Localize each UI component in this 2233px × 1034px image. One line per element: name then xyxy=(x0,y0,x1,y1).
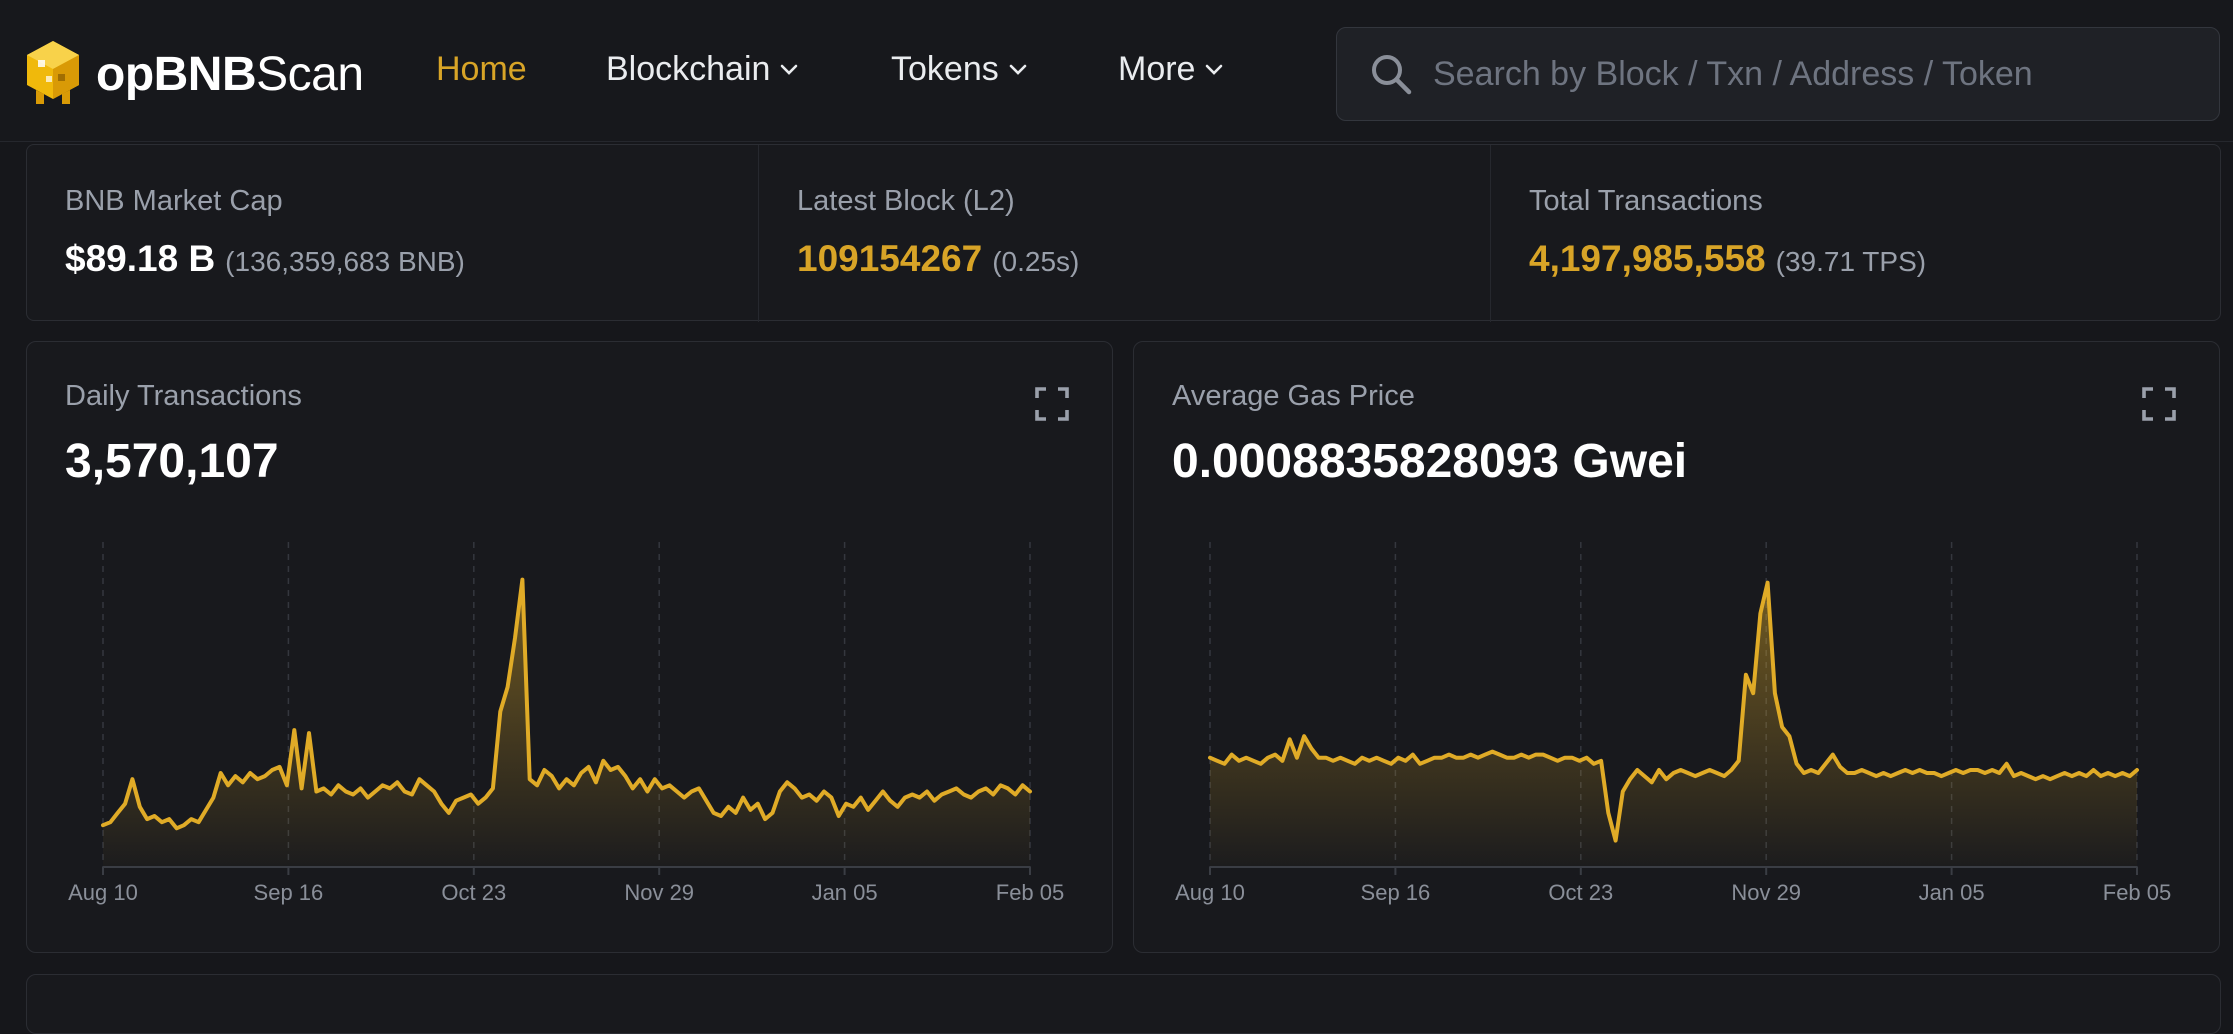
average-gas-price-card: Average Gas Price 0.0008835828093 Gwei A… xyxy=(1133,341,2220,953)
daily-transactions-card: Daily Transactions 3,570,107 Aug 10 Sep 1… xyxy=(26,341,1113,953)
card-title: Average Gas Price xyxy=(1172,380,1415,412)
series-line[interactable] xyxy=(1208,580,2139,843)
stat-label: Total Transactions xyxy=(1529,185,1763,217)
nav-more[interactable]: More xyxy=(1118,50,1223,89)
x-tick-label: Nov 29 xyxy=(624,880,694,905)
nav-blockchain-label: Blockchain xyxy=(606,50,771,88)
stat-value: $89.18 B xyxy=(65,238,216,279)
stat-sub: (39.71 TPS) xyxy=(1775,246,1927,277)
next-section-card xyxy=(26,974,2221,1034)
nav-tokens-label: Tokens xyxy=(891,50,999,88)
nav-home-label: Home xyxy=(436,50,527,88)
daily-transactions-chart[interactable]: Aug 10 Sep 16 Oct 23 Nov 29 Jan 05 Feb 05 xyxy=(27,342,1114,954)
card-value: 0.0008835828093 Gwei xyxy=(1172,435,1688,488)
stat-latest-block[interactable]: Latest Block (L2) 109154267 (0.25s) xyxy=(759,145,1490,322)
stat-value[interactable]: 109154267 xyxy=(797,238,983,279)
chevron-down-icon xyxy=(1206,64,1223,75)
top-navbar: opBNBScan Home Blockchain Tokens More xyxy=(0,0,2233,142)
x-tick-label: Feb 05 xyxy=(996,880,1065,905)
expand-icon[interactable] xyxy=(2141,386,2177,422)
nav-tokens[interactable]: Tokens xyxy=(891,50,1027,89)
average-gas-price-chart[interactable]: Aug 10 Sep 16 Oct 23 Nov 29 Jan 05 Feb 05 xyxy=(1134,342,2221,954)
chevron-down-icon xyxy=(1009,64,1027,75)
search-input[interactable] xyxy=(1433,44,2219,104)
stat-value[interactable]: 4,197,985,558 xyxy=(1529,238,1766,279)
stat-sub: (136,359,683 BNB) xyxy=(225,246,465,277)
nav-more-label: More xyxy=(1118,50,1196,88)
card-title: Daily Transactions xyxy=(65,380,302,412)
stat-total-transactions[interactable]: Total Transactions 4,197,985,558 (39.71 … xyxy=(1491,145,2222,322)
x-tick-label: Feb 05 xyxy=(2103,880,2172,905)
x-tick-label: Sep 16 xyxy=(1361,880,1431,905)
x-tick-label: Oct 23 xyxy=(1548,880,1613,905)
stat-value-row: 109154267 (0.25s) xyxy=(797,238,1079,280)
series-line[interactable] xyxy=(101,577,1032,831)
x-tick-label: Jan 05 xyxy=(812,880,878,905)
stat-divider xyxy=(1490,145,1491,322)
nav-blockchain[interactable]: Blockchain xyxy=(606,50,798,89)
series-area xyxy=(103,579,1030,867)
logo-wordmark: opBNBScan xyxy=(96,47,364,102)
stat-label: BNB Market Cap xyxy=(65,185,283,217)
expand-icon[interactable] xyxy=(1034,386,1070,422)
logo-wordmark-bold: opBNB xyxy=(96,47,257,101)
stat-market-cap: BNB Market Cap $89.18 B (136,359,683 BNB… xyxy=(27,145,758,322)
search-icon xyxy=(1372,55,1412,95)
card-value: 3,570,107 xyxy=(65,435,279,488)
series-area xyxy=(1210,582,2137,867)
search-bar[interactable] xyxy=(1336,27,2220,121)
x-tick-label: Sep 16 xyxy=(254,880,324,905)
stat-divider xyxy=(758,145,759,322)
x-tick-label: Nov 29 xyxy=(1731,880,1801,905)
x-tick-label: Oct 23 xyxy=(441,880,506,905)
stats-panel: BNB Market Cap $89.18 B (136,359,683 BNB… xyxy=(26,144,2222,322)
opbnb-logo-icon xyxy=(27,41,79,104)
logo-wordmark-light: Scan xyxy=(256,47,364,101)
site-logo[interactable]: opBNBScan xyxy=(22,36,364,112)
x-tick-label: Aug 10 xyxy=(68,880,138,905)
stat-label: Latest Block (L2) xyxy=(797,185,1015,217)
chevron-down-icon xyxy=(781,64,798,75)
x-tick-label: Jan 05 xyxy=(1919,880,1985,905)
stat-value-row: 4,197,985,558 (39.71 TPS) xyxy=(1529,238,1926,280)
stat-sub: (0.25s) xyxy=(992,246,1080,277)
nav-home[interactable]: Home xyxy=(436,50,527,89)
x-tick-label: Aug 10 xyxy=(1175,880,1245,905)
stat-value-row: $89.18 B (136,359,683 BNB) xyxy=(65,238,465,280)
